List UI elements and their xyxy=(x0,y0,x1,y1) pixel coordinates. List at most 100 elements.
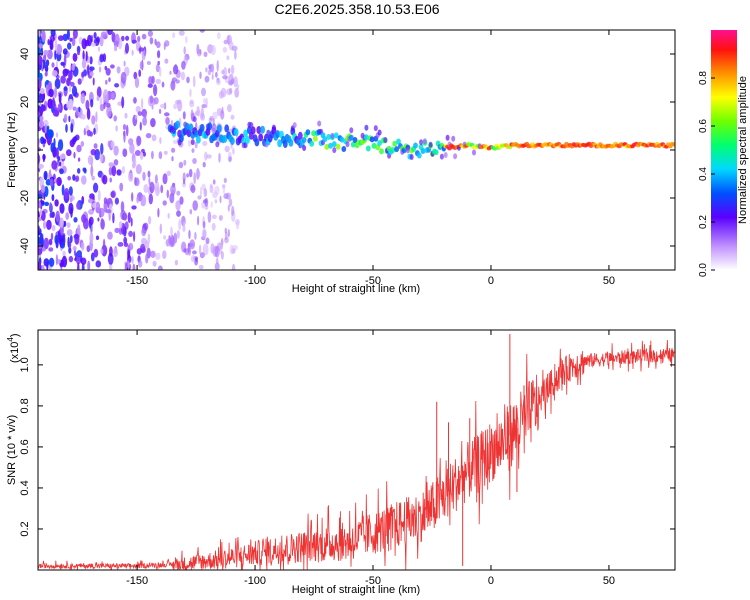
spectrogram-halo-cell xyxy=(302,145,307,151)
spectrogram-noise-cell xyxy=(71,64,75,71)
spectrogram-noise-cell xyxy=(107,140,111,148)
spectrogram-noise-cell xyxy=(169,240,175,248)
colorbar: 0.0 0.2 0.4 0.6 0.8 Normalized spectral ampl… xyxy=(698,30,749,277)
spectrogram-x-tick-label: 50 xyxy=(603,275,615,287)
spectrogram-noise-cell xyxy=(59,161,62,167)
spectrogram-noise-cell xyxy=(228,198,233,207)
spectrogram-noise-cell xyxy=(200,113,205,121)
colorbar-ticks: 0.0 0.2 0.4 0.6 0.8 xyxy=(698,71,715,277)
spectrogram-noise-cell xyxy=(100,248,104,255)
spectrogram-noise-cell xyxy=(87,155,94,165)
spectrogram-ridge-cell xyxy=(175,120,181,129)
spectrogram-noise-cell xyxy=(190,255,196,263)
spectrogram-noise-cell xyxy=(172,139,179,144)
spectrogram-noise-cell xyxy=(197,195,202,200)
snr-x-tick-label: -100 xyxy=(244,575,266,587)
spectrogram-noise-cell xyxy=(114,44,118,52)
spectrogram-ridge-cell xyxy=(371,142,377,149)
spectrogram-halo-cell xyxy=(266,129,271,136)
spectrogram-noise-cell xyxy=(106,105,112,118)
spectrogram-noise-cell xyxy=(107,231,113,240)
spectrogram-noise-cell xyxy=(175,79,180,84)
spectrogram-noise-cell xyxy=(173,232,178,244)
spectrogram-noise-cell xyxy=(121,166,126,174)
spectrogram-noise-cell xyxy=(115,125,118,132)
spectrogram-noise-cell xyxy=(88,216,94,226)
spectrogram-ridge-cell xyxy=(222,134,228,143)
spectrogram-noise-cell xyxy=(131,192,134,202)
spectrogram-noise-cell xyxy=(48,238,53,246)
spectrogram-noise-cell xyxy=(149,181,155,194)
spectrogram-noise-cell xyxy=(227,104,232,113)
spectrogram-noise-cell xyxy=(203,51,208,57)
spectrogram-noise-cell xyxy=(230,114,235,120)
spectrogram-noise-cell xyxy=(38,94,42,103)
spectrogram-noise-cell xyxy=(113,115,117,122)
spectrogram-noise-cell xyxy=(93,143,98,149)
spectrogram-noise-cell xyxy=(159,137,162,144)
snr-frame xyxy=(37,329,676,571)
spectrogram-noise-cell xyxy=(114,33,120,46)
spectrogram-noise-cell xyxy=(38,120,45,128)
spectrogram-noise-cell xyxy=(138,69,142,77)
spectrogram-noise-cell xyxy=(99,35,104,47)
spectrogram-noise-cell xyxy=(207,211,212,224)
spectrogram-noise-cell xyxy=(97,217,100,222)
spectrogram-noise-cell xyxy=(117,242,124,247)
spectrogram-ridge-cell xyxy=(333,132,339,139)
spectrogram-noise-cell xyxy=(147,233,151,244)
spectrogram-noise-cell xyxy=(116,66,121,74)
spectrogram-ridge-cell xyxy=(433,149,439,156)
spectrogram-ridge-cell xyxy=(194,129,199,138)
spectrogram-noise-cell xyxy=(98,66,102,73)
spectrogram-noise-cell xyxy=(210,201,213,208)
spectrogram-noise-cell xyxy=(63,113,68,123)
spectrogram-noise-cell xyxy=(122,148,128,157)
spectrogram-noise-cell xyxy=(186,76,190,84)
spectrogram-noise-cell xyxy=(55,254,59,266)
spectrogram-noise-cell xyxy=(65,123,68,133)
spectrogram-y-tick-label: -20 xyxy=(19,190,31,206)
spectrogram-noise-cell xyxy=(38,77,42,89)
spectrogram-noise-cell xyxy=(158,266,162,270)
spectrogram-noise-cell xyxy=(162,173,168,185)
spectrogram-halo-cell xyxy=(383,137,388,143)
spectrogram-halo-cell xyxy=(422,138,427,145)
spectrogram-noise-cell xyxy=(221,106,224,115)
spectrogram-halo-cell xyxy=(419,139,424,146)
spectrogram-noise-cell xyxy=(160,184,164,194)
spectrogram-noise-cell xyxy=(92,202,97,208)
spectrogram-noise-cell xyxy=(202,221,206,229)
spectrogram-noise-cell xyxy=(51,224,56,232)
spectrogram-noise-cell xyxy=(142,116,148,126)
spectrogram-noise-cell xyxy=(93,248,99,258)
spectrogram-halo-cell xyxy=(428,141,433,148)
spectrogram-noise-cell xyxy=(48,257,55,267)
spectrogram-noise-cell xyxy=(220,251,224,260)
spectrogram-ridge-cell xyxy=(379,148,384,155)
spectrogram-noise-cell xyxy=(105,68,111,76)
spectrogram-noise-cell xyxy=(49,169,52,178)
spectrogram-noise-cell xyxy=(103,197,108,205)
spectrogram-noise-cell xyxy=(77,78,82,85)
spectrogram-ridge-cell xyxy=(250,126,256,135)
spectrogram-noise-cell xyxy=(113,145,119,156)
spectrogram-noise-cell xyxy=(81,71,85,78)
spectrogram-noise-cell xyxy=(206,154,212,159)
spectrogram-noise-cell xyxy=(169,70,172,75)
spectrogram-noise-cell xyxy=(38,106,43,117)
spectrogram-noise-cell xyxy=(110,92,115,99)
spectrogram-noise-cell xyxy=(196,48,202,57)
spectrogram-noise-cell xyxy=(55,210,60,223)
spectrogram-noise-cell xyxy=(113,159,119,166)
spectrogram-noise-cell xyxy=(148,76,153,85)
spectrogram-noise-cell xyxy=(137,35,141,43)
spectrogram-halo-cell xyxy=(192,116,197,123)
spectrogram-noise-cell xyxy=(119,182,124,192)
spectrogram-noise-cell xyxy=(166,189,169,199)
spectrogram-noise-cell xyxy=(225,192,231,200)
spectrogram-noise-cell xyxy=(99,152,103,163)
spectrogram-noise-cell xyxy=(147,83,153,88)
spectrogram-noise-cell xyxy=(118,221,123,229)
spectrogram-noise-cell xyxy=(67,42,72,50)
